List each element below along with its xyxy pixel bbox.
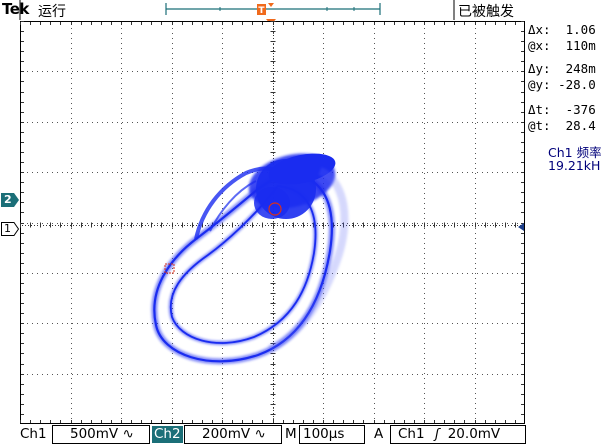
settings-bar: Ch1 500mV ∿ Ch2 200mV ∿ M 100µs A Ch1 ʃ … — [0, 425, 612, 444]
at-t-readout: @t: 28.4 — [528, 118, 596, 133]
trigger-level: 20.0mV — [447, 426, 501, 442]
waveform-display[interactable] — [20, 21, 525, 424]
record-position-bar[interactable]: T — [0, 0, 612, 20]
trigger-slope-icon: ʃ — [434, 426, 440, 442]
frequency-label: Ch1 频率 — [548, 145, 602, 160]
acquisition-label: A — [374, 426, 384, 442]
status-bar: Tek 运行 T 已被触发 — [0, 0, 612, 20]
ch2-scale-box[interactable]: 200mV ∿ — [184, 425, 282, 444]
cursor-a-marker[interactable] — [164, 263, 175, 274]
ch1-scale-box[interactable]: 500mV ∿ — [52, 425, 150, 444]
at-x-readout: @x: 110m — [528, 38, 596, 53]
delta-t-readout: Δt: -376 — [528, 102, 596, 117]
timebase-box[interactable]: 100µs — [299, 425, 365, 444]
ch2-coupling-icon: ∿ — [254, 426, 266, 442]
cursor-b-marker[interactable] — [268, 202, 282, 216]
trigger-source: Ch1 — [398, 426, 425, 442]
svg-text:T: T — [258, 6, 265, 16]
at-y-readout: @y: -28.0 — [528, 77, 596, 92]
ch1-ground-marker[interactable]: 1 — [1, 222, 19, 236]
delta-x-readout: Δx: 1.06 — [528, 22, 596, 37]
cursor-readout-panel: Δx: 1.06 @x: 110m Δy: 248m @y: -28.0 Δt:… — [528, 22, 612, 182]
trigger-level-marker[interactable] — [518, 223, 524, 231]
ch2-label[interactable]: Ch2 — [152, 426, 183, 443]
run-state: 运行 — [38, 4, 66, 20]
frequency-value: 19.21kH — [548, 158, 601, 173]
ch1-label[interactable]: Ch1 — [20, 426, 47, 442]
delta-y-readout: Δy: 248m — [528, 61, 596, 76]
timebase-label: M — [285, 426, 297, 442]
trigger-settings-box[interactable]: Ch1 ʃ 20.0mV — [390, 425, 526, 444]
ch1-scale: 500mV — [70, 426, 119, 442]
ch2-scale: 200mV — [202, 426, 251, 442]
brand-logo: Tek — [2, 0, 29, 18]
trigger-state: 已被触发 — [458, 4, 514, 20]
ch1-coupling-icon: ∿ — [122, 426, 134, 442]
timebase-value: 100µs — [303, 426, 345, 442]
ch2-ground-marker[interactable]: 2 — [1, 193, 19, 207]
xy-lissajous-trace — [151, 153, 349, 365]
